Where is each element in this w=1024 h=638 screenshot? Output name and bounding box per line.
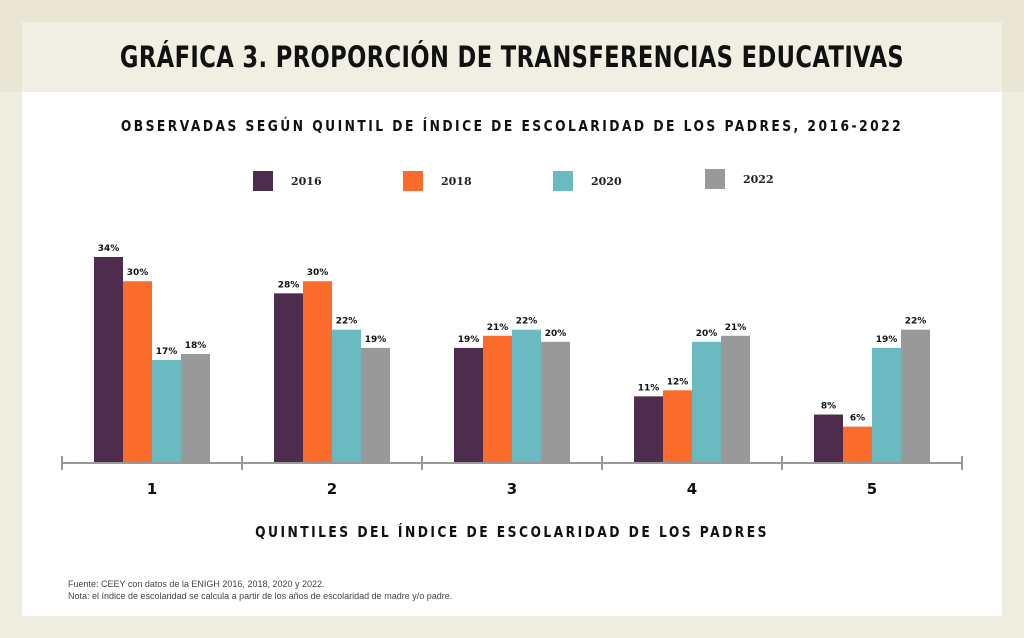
bar-2016-q5	[814, 414, 843, 463]
bar-2018-q3	[483, 335, 512, 463]
data-label-2020-q4: 20%	[696, 329, 718, 339]
bar-2022-q1	[181, 353, 210, 463]
bar-2016-q2	[274, 293, 303, 463]
data-label-2022-q2: 19%	[365, 335, 387, 345]
legend-swatch-2018	[403, 171, 423, 191]
bar-2020-q2	[332, 329, 361, 463]
data-label-2018-q5: 6%	[850, 414, 865, 424]
title-area	[22, 22, 1002, 92]
bar-2020-q3	[512, 329, 541, 463]
data-label-2020-q5: 19%	[876, 335, 898, 345]
x-tick-label-4: 4	[687, 480, 697, 498]
data-label-2016-q2: 28%	[278, 280, 300, 290]
data-label-2020-q3: 22%	[516, 317, 538, 327]
bar-2018-q2	[303, 281, 332, 463]
bar-2018-q4	[663, 390, 692, 463]
data-label-2016-q5: 8%	[821, 402, 836, 412]
legend-label-2018: 2018	[441, 175, 472, 188]
legend-swatch-2016	[253, 171, 273, 191]
data-label-2022-q3: 20%	[545, 329, 567, 339]
data-label-2022-q1: 18%	[185, 341, 207, 351]
x-tick-label-3: 3	[507, 480, 517, 498]
data-label-2016-q1: 34%	[98, 244, 120, 254]
footnote: Fuente: CEEY con datos de la ENIGH 2016,…	[68, 578, 452, 602]
data-label-2016-q3: 19%	[458, 335, 480, 345]
data-label-2018-q4: 12%	[667, 377, 689, 387]
chart-card	[22, 22, 1002, 616]
data-label-2020-q2: 22%	[336, 317, 358, 327]
chart-title: GRÁFICA 3. PROPORCIÓN DE TRANSFERENCIAS …	[119, 40, 905, 74]
bar-2020-q1	[152, 360, 181, 463]
bar-2022-q2	[361, 347, 390, 463]
x-tick-label-2: 2	[327, 480, 337, 498]
bar-2018-q5	[843, 426, 872, 463]
legend-label-2020: 2020	[591, 175, 622, 188]
bar-2022-q3	[541, 341, 570, 463]
bar-2020-q5	[872, 347, 901, 463]
chart-subtitle: OBSERVADAS SEGÚN QUINTIL DE ÍNDICE DE ES…	[120, 117, 904, 135]
data-label-2016-q4: 11%	[638, 383, 660, 393]
bar-2020-q4	[692, 341, 721, 463]
data-label-2022-q4: 21%	[725, 323, 747, 333]
footnote-note: Nota: el índice de escolaridad se calcul…	[68, 591, 453, 601]
x-axis-title: QUINTILES DEL ÍNDICE DE ESCOLARIDAD DE L…	[255, 523, 769, 541]
data-label-2018-q1: 30%	[127, 268, 149, 278]
bar-2018-q1	[123, 281, 152, 463]
legend-swatch-2022	[705, 169, 725, 189]
x-tick-label-5: 5	[867, 480, 877, 498]
bar-2016-q4	[634, 396, 663, 463]
legend-label-2016: 2016	[291, 175, 322, 188]
legend-label-2022: 2022	[743, 173, 774, 186]
bar-2022-q5	[901, 329, 930, 463]
bar-2016-q1	[94, 257, 123, 463]
bar-2016-q3	[454, 347, 483, 463]
data-label-2020-q1: 17%	[156, 347, 178, 357]
footnote-source: Fuente: CEEY con datos de la ENIGH 2016,…	[68, 579, 325, 589]
data-label-2018-q3: 21%	[487, 323, 509, 333]
legend-swatch-2020	[553, 171, 573, 191]
bar-2022-q4	[721, 335, 750, 463]
data-label-2018-q2: 30%	[307, 268, 329, 278]
x-tick-label-1: 1	[147, 480, 157, 498]
data-label-2022-q5: 22%	[905, 317, 927, 327]
